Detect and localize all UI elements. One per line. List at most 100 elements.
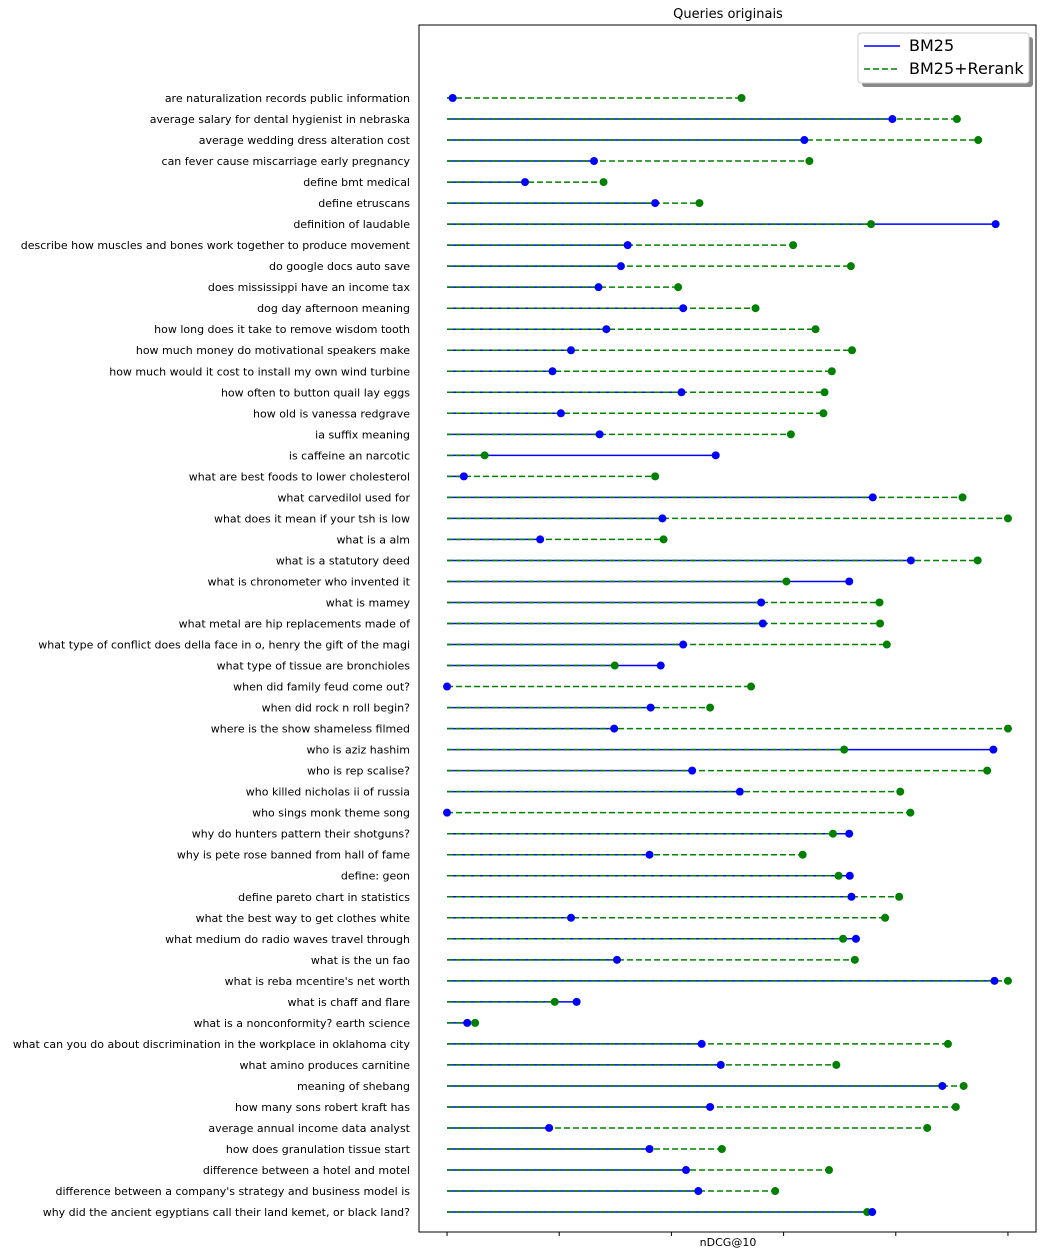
query-row: what are best foods to lower cholesterol xyxy=(189,470,660,483)
bm25-point xyxy=(463,1018,472,1027)
query-label: how old is vanessa redgrave xyxy=(253,407,410,420)
query-label: does mississippi have an income tax xyxy=(208,281,411,294)
rerank-point xyxy=(952,115,961,124)
query-row: how old is vanessa redgrave xyxy=(253,407,828,420)
rerank-point xyxy=(819,409,828,418)
x-axis-label: nDCG@10 xyxy=(700,1236,757,1249)
query-row: what is a nonconformity? earth science xyxy=(193,1017,480,1030)
query-label: when did rock n roll begin? xyxy=(262,702,410,715)
rerank-point xyxy=(550,997,559,1006)
query-row: what can you do about discrimination in … xyxy=(13,1038,952,1051)
query-label: who killed nicholas ii of russia xyxy=(246,786,410,799)
query-label: what carvedilol used for xyxy=(277,491,410,504)
query-row: who is rep scalise? xyxy=(307,765,992,778)
query-label: what is mamey xyxy=(326,596,411,609)
bm25-point xyxy=(616,262,625,271)
rerank-point xyxy=(828,829,837,838)
rerank-point xyxy=(973,556,982,565)
bm25-point xyxy=(623,241,632,250)
query-label: average salary for dental hygienist in n… xyxy=(150,113,410,126)
query-label: are naturalization records public inform… xyxy=(165,92,410,105)
query-row: average annual income data analyst xyxy=(208,1122,932,1135)
query-row: how much would it cost to install my own… xyxy=(109,365,836,378)
query-label: what does it mean if your tsh is low xyxy=(214,512,410,525)
query-label: why do hunters pattern their shotguns? xyxy=(192,828,410,841)
query-row: what carvedilol used for xyxy=(277,491,967,504)
query-row: define: geon xyxy=(341,870,854,883)
bm25-point xyxy=(645,850,654,859)
query-row: what is the un fao xyxy=(311,954,859,967)
query-row: are naturalization records public inform… xyxy=(165,92,746,105)
query-label: what is chronometer who invented it xyxy=(207,575,410,588)
rerank-point xyxy=(811,325,820,334)
rerank-point xyxy=(1003,724,1012,733)
query-label: what type of tissue are bronchioles xyxy=(217,660,411,673)
query-row: average wedding dress alteration cost xyxy=(199,134,983,147)
bm25-point xyxy=(989,745,998,754)
rerank-point xyxy=(737,94,746,102)
rerank-point xyxy=(610,661,619,670)
query-label: define bmt medical xyxy=(303,176,410,189)
query-label: who sings monk theme song xyxy=(252,807,410,820)
query-label: why did the ancient egyptians call their… xyxy=(43,1206,410,1219)
rerank-point xyxy=(674,283,683,292)
rerank-point xyxy=(951,1102,960,1111)
bm25-point xyxy=(521,178,530,187)
query-label: where is the show shameless filmed xyxy=(211,723,410,736)
bm25-point xyxy=(656,661,665,670)
bm25-point xyxy=(845,871,854,880)
query-label: what medium do radio waves travel throug… xyxy=(165,933,410,946)
rerank-point xyxy=(651,472,660,481)
query-label: dog day afternoon meaning xyxy=(257,302,410,315)
query-label: do google docs auto save xyxy=(269,260,410,273)
query-row: what is chronometer who invented it xyxy=(207,575,854,588)
rerank-point xyxy=(659,535,668,544)
query-row: how long does it take to remove wisdom t… xyxy=(154,323,820,336)
bm25-point xyxy=(679,304,688,313)
query-label: ia suffix meaning xyxy=(315,428,410,441)
rerank-point xyxy=(782,577,791,586)
rerank-point xyxy=(825,1166,834,1175)
bm25-point xyxy=(610,724,619,733)
query-label: who is aziz hashim xyxy=(306,744,410,757)
query-row: what is reba mcentire's net worth xyxy=(225,975,1012,988)
query-label: average wedding dress alteration cost xyxy=(199,134,411,147)
rerank-point xyxy=(717,1145,726,1153)
rerank-point xyxy=(906,808,915,817)
query-row: how often to button quail lay eggs xyxy=(221,386,829,399)
rerank-point xyxy=(958,493,967,502)
query-label: meaning of shebang xyxy=(297,1080,410,1093)
rerank-point xyxy=(599,178,608,187)
bm25-point xyxy=(613,955,622,964)
rerank-point xyxy=(695,199,704,208)
bm25-point xyxy=(572,997,581,1006)
query-row: when did rock n roll begin? xyxy=(262,702,715,715)
query-row: what medium do radio waves travel throug… xyxy=(165,933,860,946)
rerank-point xyxy=(896,787,905,796)
bm25-point xyxy=(677,388,686,397)
bm25-point xyxy=(845,577,854,586)
query-row: does mississippi have an income tax xyxy=(208,281,683,294)
rerank-point xyxy=(706,703,715,712)
bm25-point xyxy=(646,703,655,712)
query-row: what metal are hip replacements made of xyxy=(179,618,885,631)
query-row: who is aziz hashim xyxy=(306,744,998,757)
bm25-point xyxy=(448,94,457,102)
bm25-point xyxy=(800,136,809,145)
rerank-point xyxy=(839,934,848,943)
query-row: why did the ancient egyptians call their… xyxy=(43,1206,877,1219)
rerank-point xyxy=(882,640,891,649)
rerank-point xyxy=(974,136,983,145)
bm25-point xyxy=(567,346,576,355)
legend: BM25 BM25+Rerank xyxy=(857,32,1033,87)
query-label: who is rep scalise? xyxy=(307,765,410,778)
bm25-point xyxy=(681,1166,690,1175)
bm25-point xyxy=(594,283,603,292)
query-label: what is the un fao xyxy=(311,954,410,967)
query-row: what type of tissue are bronchioles xyxy=(217,660,665,673)
bm25-point xyxy=(459,472,468,481)
rerank-point xyxy=(848,346,857,355)
query-row: why do hunters pattern their shotguns? xyxy=(192,828,854,841)
bm25-point xyxy=(567,913,576,922)
